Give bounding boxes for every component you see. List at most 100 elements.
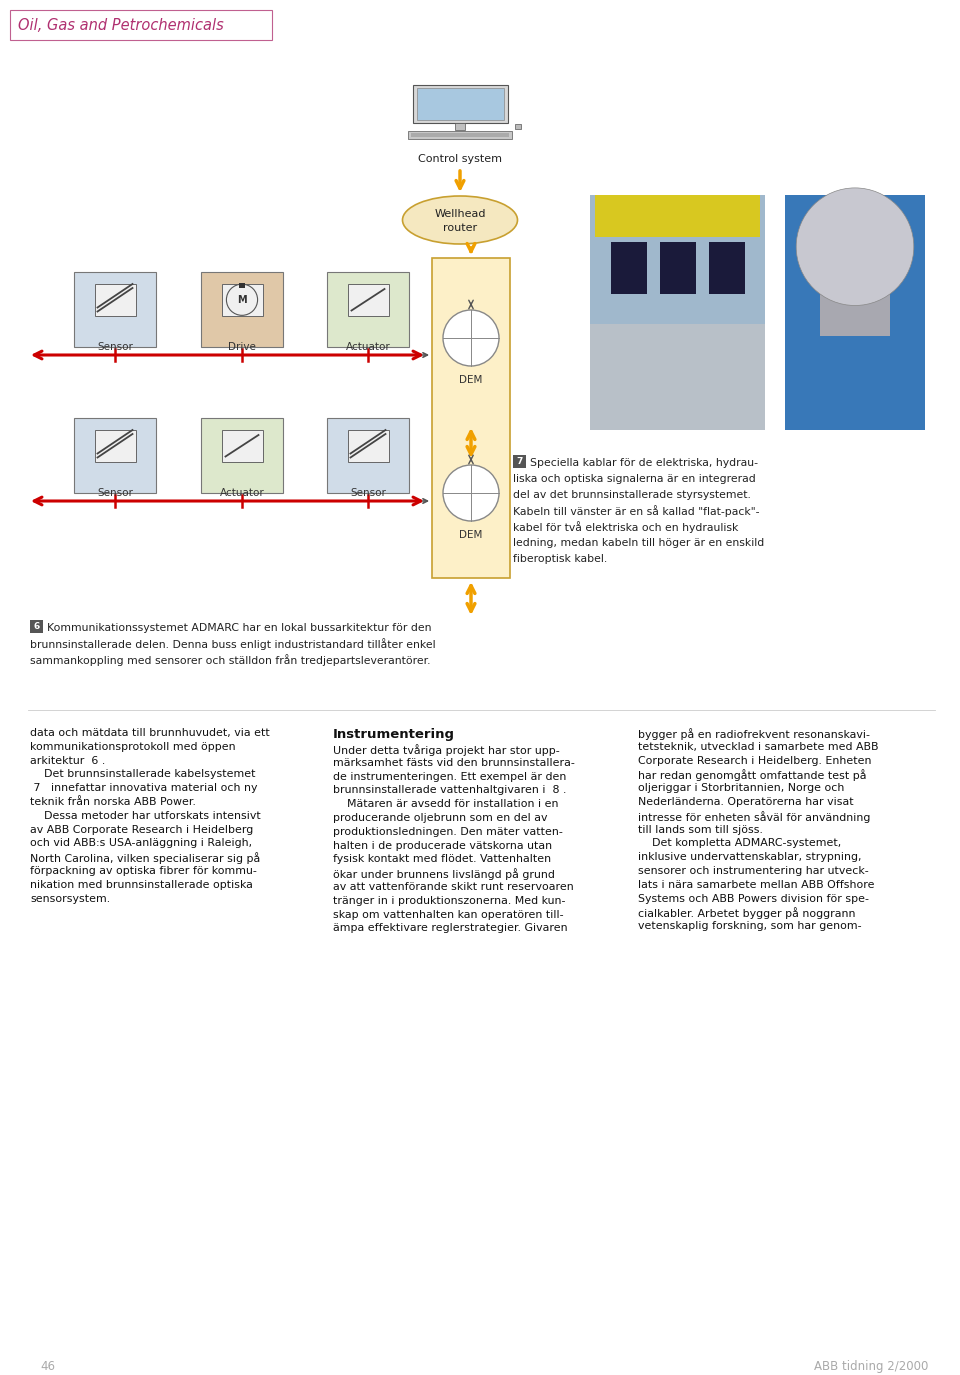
Ellipse shape bbox=[402, 197, 517, 243]
Text: ämpa effektivare reglerstrategier. Givaren: ämpa effektivare reglerstrategier. Givar… bbox=[333, 924, 567, 934]
FancyBboxPatch shape bbox=[417, 88, 503, 120]
Text: de instrumenteringen. Ett exempel är den: de instrumenteringen. Ett exempel är den bbox=[333, 771, 566, 781]
FancyBboxPatch shape bbox=[785, 195, 925, 430]
Circle shape bbox=[227, 285, 257, 315]
Text: Actuator: Actuator bbox=[346, 342, 391, 352]
Text: 7   innefattar innovativa material och ny: 7 innefattar innovativa material och ny bbox=[30, 784, 257, 793]
FancyBboxPatch shape bbox=[348, 285, 389, 315]
Text: intresse för enheten såväl för användning: intresse för enheten såväl för användnin… bbox=[638, 811, 871, 822]
Text: sammankoppling med sensorer och ställdon från tredjepartsleverantörer.: sammankoppling med sensorer och ställdon… bbox=[30, 654, 430, 666]
Text: Det kompletta ADMARC-systemet,: Det kompletta ADMARC-systemet, bbox=[638, 839, 841, 848]
Text: har redan genomgått omfattande test på: har redan genomgått omfattande test på bbox=[638, 770, 867, 781]
Text: fiberoptisk kabel.: fiberoptisk kabel. bbox=[513, 554, 608, 564]
Text: kabel för två elektriska och en hydraulisk: kabel för två elektriska och en hydrauli… bbox=[513, 521, 738, 534]
Circle shape bbox=[443, 309, 499, 366]
Text: Sensor: Sensor bbox=[97, 342, 132, 352]
Text: förpackning av optiska fibrer för kommu-: förpackning av optiska fibrer för kommu- bbox=[30, 866, 257, 876]
FancyBboxPatch shape bbox=[708, 242, 745, 294]
Text: 46: 46 bbox=[40, 1360, 55, 1374]
Text: tränger in i produktionszonerna. Med kun-: tränger in i produktionszonerna. Med kun… bbox=[333, 895, 565, 906]
Text: arkitektur  6 .: arkitektur 6 . bbox=[30, 756, 106, 766]
Text: teknik från norska ABB Power.: teknik från norska ABB Power. bbox=[30, 798, 196, 807]
Text: brunnsinstallerade delen. Denna buss enligt industristandard tillåter enkel: brunnsinstallerade delen. Denna buss enl… bbox=[30, 638, 436, 650]
Text: inklusive undervattenskablar, strypning,: inklusive undervattenskablar, strypning, bbox=[638, 852, 861, 862]
FancyBboxPatch shape bbox=[10, 10, 272, 40]
Text: produktionsledningen. Den mäter vatten-: produktionsledningen. Den mäter vatten- bbox=[333, 826, 563, 837]
FancyBboxPatch shape bbox=[820, 219, 890, 336]
FancyBboxPatch shape bbox=[94, 430, 135, 462]
Text: av ABB Corporate Research i Heidelberg: av ABB Corporate Research i Heidelberg bbox=[30, 825, 253, 835]
Text: till lands som till sjöss.: till lands som till sjöss. bbox=[638, 825, 763, 835]
Text: Control system: Control system bbox=[418, 154, 502, 164]
Circle shape bbox=[796, 188, 914, 305]
Text: del av det brunnsinstallerade styrsystemet.: del av det brunnsinstallerade styrsystem… bbox=[513, 490, 751, 500]
FancyBboxPatch shape bbox=[611, 242, 646, 294]
FancyBboxPatch shape bbox=[595, 195, 760, 238]
FancyBboxPatch shape bbox=[455, 122, 465, 129]
FancyBboxPatch shape bbox=[516, 124, 521, 129]
Circle shape bbox=[443, 465, 499, 521]
Text: ökar under brunnens livslängd på grund: ökar under brunnens livslängd på grund bbox=[333, 868, 555, 880]
Text: Speciella kablar för de elektriska, hydrau-: Speciella kablar för de elektriska, hydr… bbox=[530, 458, 758, 468]
FancyBboxPatch shape bbox=[201, 272, 283, 346]
Text: lats i nära samarbete mellan ABB Offshore: lats i nära samarbete mellan ABB Offshor… bbox=[638, 880, 875, 890]
Text: märksamhet fästs vid den brunnsinstallera-: märksamhet fästs vid den brunnsinstaller… bbox=[333, 758, 575, 767]
Text: Oil, Gas and Petrochemicals: Oil, Gas and Petrochemicals bbox=[18, 18, 224, 33]
Text: M: M bbox=[237, 294, 247, 305]
Text: Mätaren är avsedd för installation i en: Mätaren är avsedd för installation i en bbox=[333, 799, 559, 810]
Text: producerande oljebrunn som en del av: producerande oljebrunn som en del av bbox=[333, 813, 547, 824]
FancyBboxPatch shape bbox=[327, 418, 409, 494]
Text: vetenskaplig forskning, som har genom-: vetenskaplig forskning, som har genom- bbox=[638, 921, 862, 931]
Text: liska och optiska signalerna är en integrerad: liska och optiska signalerna är en integ… bbox=[513, 474, 756, 484]
Text: DEM: DEM bbox=[459, 529, 483, 540]
Text: ABB tidning 2/2000: ABB tidning 2/2000 bbox=[814, 1360, 928, 1374]
Text: sensorer och instrumentering har utveck-: sensorer och instrumentering har utveck- bbox=[638, 866, 869, 876]
Text: 6: 6 bbox=[34, 622, 39, 631]
Text: Drive: Drive bbox=[228, 342, 256, 352]
FancyBboxPatch shape bbox=[74, 272, 156, 346]
Text: Sensor: Sensor bbox=[350, 488, 386, 498]
Text: tetsteknik, utvecklad i samarbete med ABB: tetsteknik, utvecklad i samarbete med AB… bbox=[638, 741, 878, 752]
Text: DEM: DEM bbox=[459, 375, 483, 385]
Text: Dessa metoder har utforskats intensivt: Dessa metoder har utforskats intensivt bbox=[30, 811, 261, 821]
FancyBboxPatch shape bbox=[513, 455, 526, 468]
Text: brunnsinstallerade vattenhaltgivaren i  8 .: brunnsinstallerade vattenhaltgivaren i 8… bbox=[333, 785, 566, 795]
FancyBboxPatch shape bbox=[413, 85, 508, 122]
Text: Under detta tvåriga projekt har stor upp-: Under detta tvåriga projekt har stor upp… bbox=[333, 744, 560, 756]
Text: Corporate Research i Heidelberg. Enheten: Corporate Research i Heidelberg. Enheten bbox=[638, 756, 872, 766]
FancyBboxPatch shape bbox=[660, 242, 695, 294]
Text: data och mätdata till brunnhuvudet, via ett: data och mätdata till brunnhuvudet, via … bbox=[30, 727, 270, 738]
Text: Actuator: Actuator bbox=[220, 488, 264, 498]
FancyBboxPatch shape bbox=[222, 285, 262, 315]
FancyBboxPatch shape bbox=[590, 195, 765, 324]
Text: kommunikationsprotokoll med öppen: kommunikationsprotokoll med öppen bbox=[30, 741, 235, 752]
FancyBboxPatch shape bbox=[94, 285, 135, 315]
Text: North Carolina, vilken specialiserar sig på: North Carolina, vilken specialiserar sig… bbox=[30, 852, 260, 864]
Text: fysisk kontakt med flödet. Vattenhalten: fysisk kontakt med flödet. Vattenhalten bbox=[333, 854, 551, 865]
Text: Kabeln till vänster är en så kallad "flat-pack"-: Kabeln till vänster är en så kallad "fla… bbox=[513, 505, 759, 517]
FancyBboxPatch shape bbox=[432, 258, 510, 578]
FancyBboxPatch shape bbox=[408, 131, 513, 139]
FancyBboxPatch shape bbox=[590, 195, 765, 430]
FancyBboxPatch shape bbox=[348, 430, 389, 462]
FancyBboxPatch shape bbox=[327, 272, 409, 346]
Text: Wellhead: Wellhead bbox=[434, 209, 486, 219]
Text: 7: 7 bbox=[516, 456, 522, 466]
Text: Sensor: Sensor bbox=[97, 488, 132, 498]
Text: Det brunnsinstallerade kabelsystemet: Det brunnsinstallerade kabelsystemet bbox=[30, 770, 255, 780]
Text: halten i de producerade vätskorna utan: halten i de producerade vätskorna utan bbox=[333, 840, 552, 851]
FancyBboxPatch shape bbox=[222, 430, 262, 462]
FancyBboxPatch shape bbox=[411, 133, 509, 136]
Text: Nederländerna. Operatörerna har visat: Nederländerna. Operatörerna har visat bbox=[638, 798, 853, 807]
Text: sensorsystem.: sensorsystem. bbox=[30, 894, 110, 903]
Text: och vid ABB:s USA-anläggning i Raleigh,: och vid ABB:s USA-anläggning i Raleigh, bbox=[30, 839, 252, 848]
Text: Systems och ABB Powers division för spe-: Systems och ABB Powers division för spe- bbox=[638, 894, 869, 903]
FancyBboxPatch shape bbox=[239, 283, 245, 287]
Text: oljeriggar i Storbritannien, Norge och: oljeriggar i Storbritannien, Norge och bbox=[638, 784, 845, 793]
Text: bygger på en radiofrekvent resonanskavi-: bygger på en radiofrekvent resonanskavi- bbox=[638, 727, 870, 740]
Text: nikation med brunnsinstallerade optiska: nikation med brunnsinstallerade optiska bbox=[30, 880, 252, 890]
Text: skap om vattenhalten kan operatören till-: skap om vattenhalten kan operatören till… bbox=[333, 910, 564, 920]
Text: Instrumentering: Instrumentering bbox=[333, 727, 455, 741]
Text: ledning, medan kabeln till höger är en enskild: ledning, medan kabeln till höger är en e… bbox=[513, 538, 764, 549]
Text: av att vattenförande skikt runt reservoaren: av att vattenförande skikt runt reservoa… bbox=[333, 881, 574, 892]
